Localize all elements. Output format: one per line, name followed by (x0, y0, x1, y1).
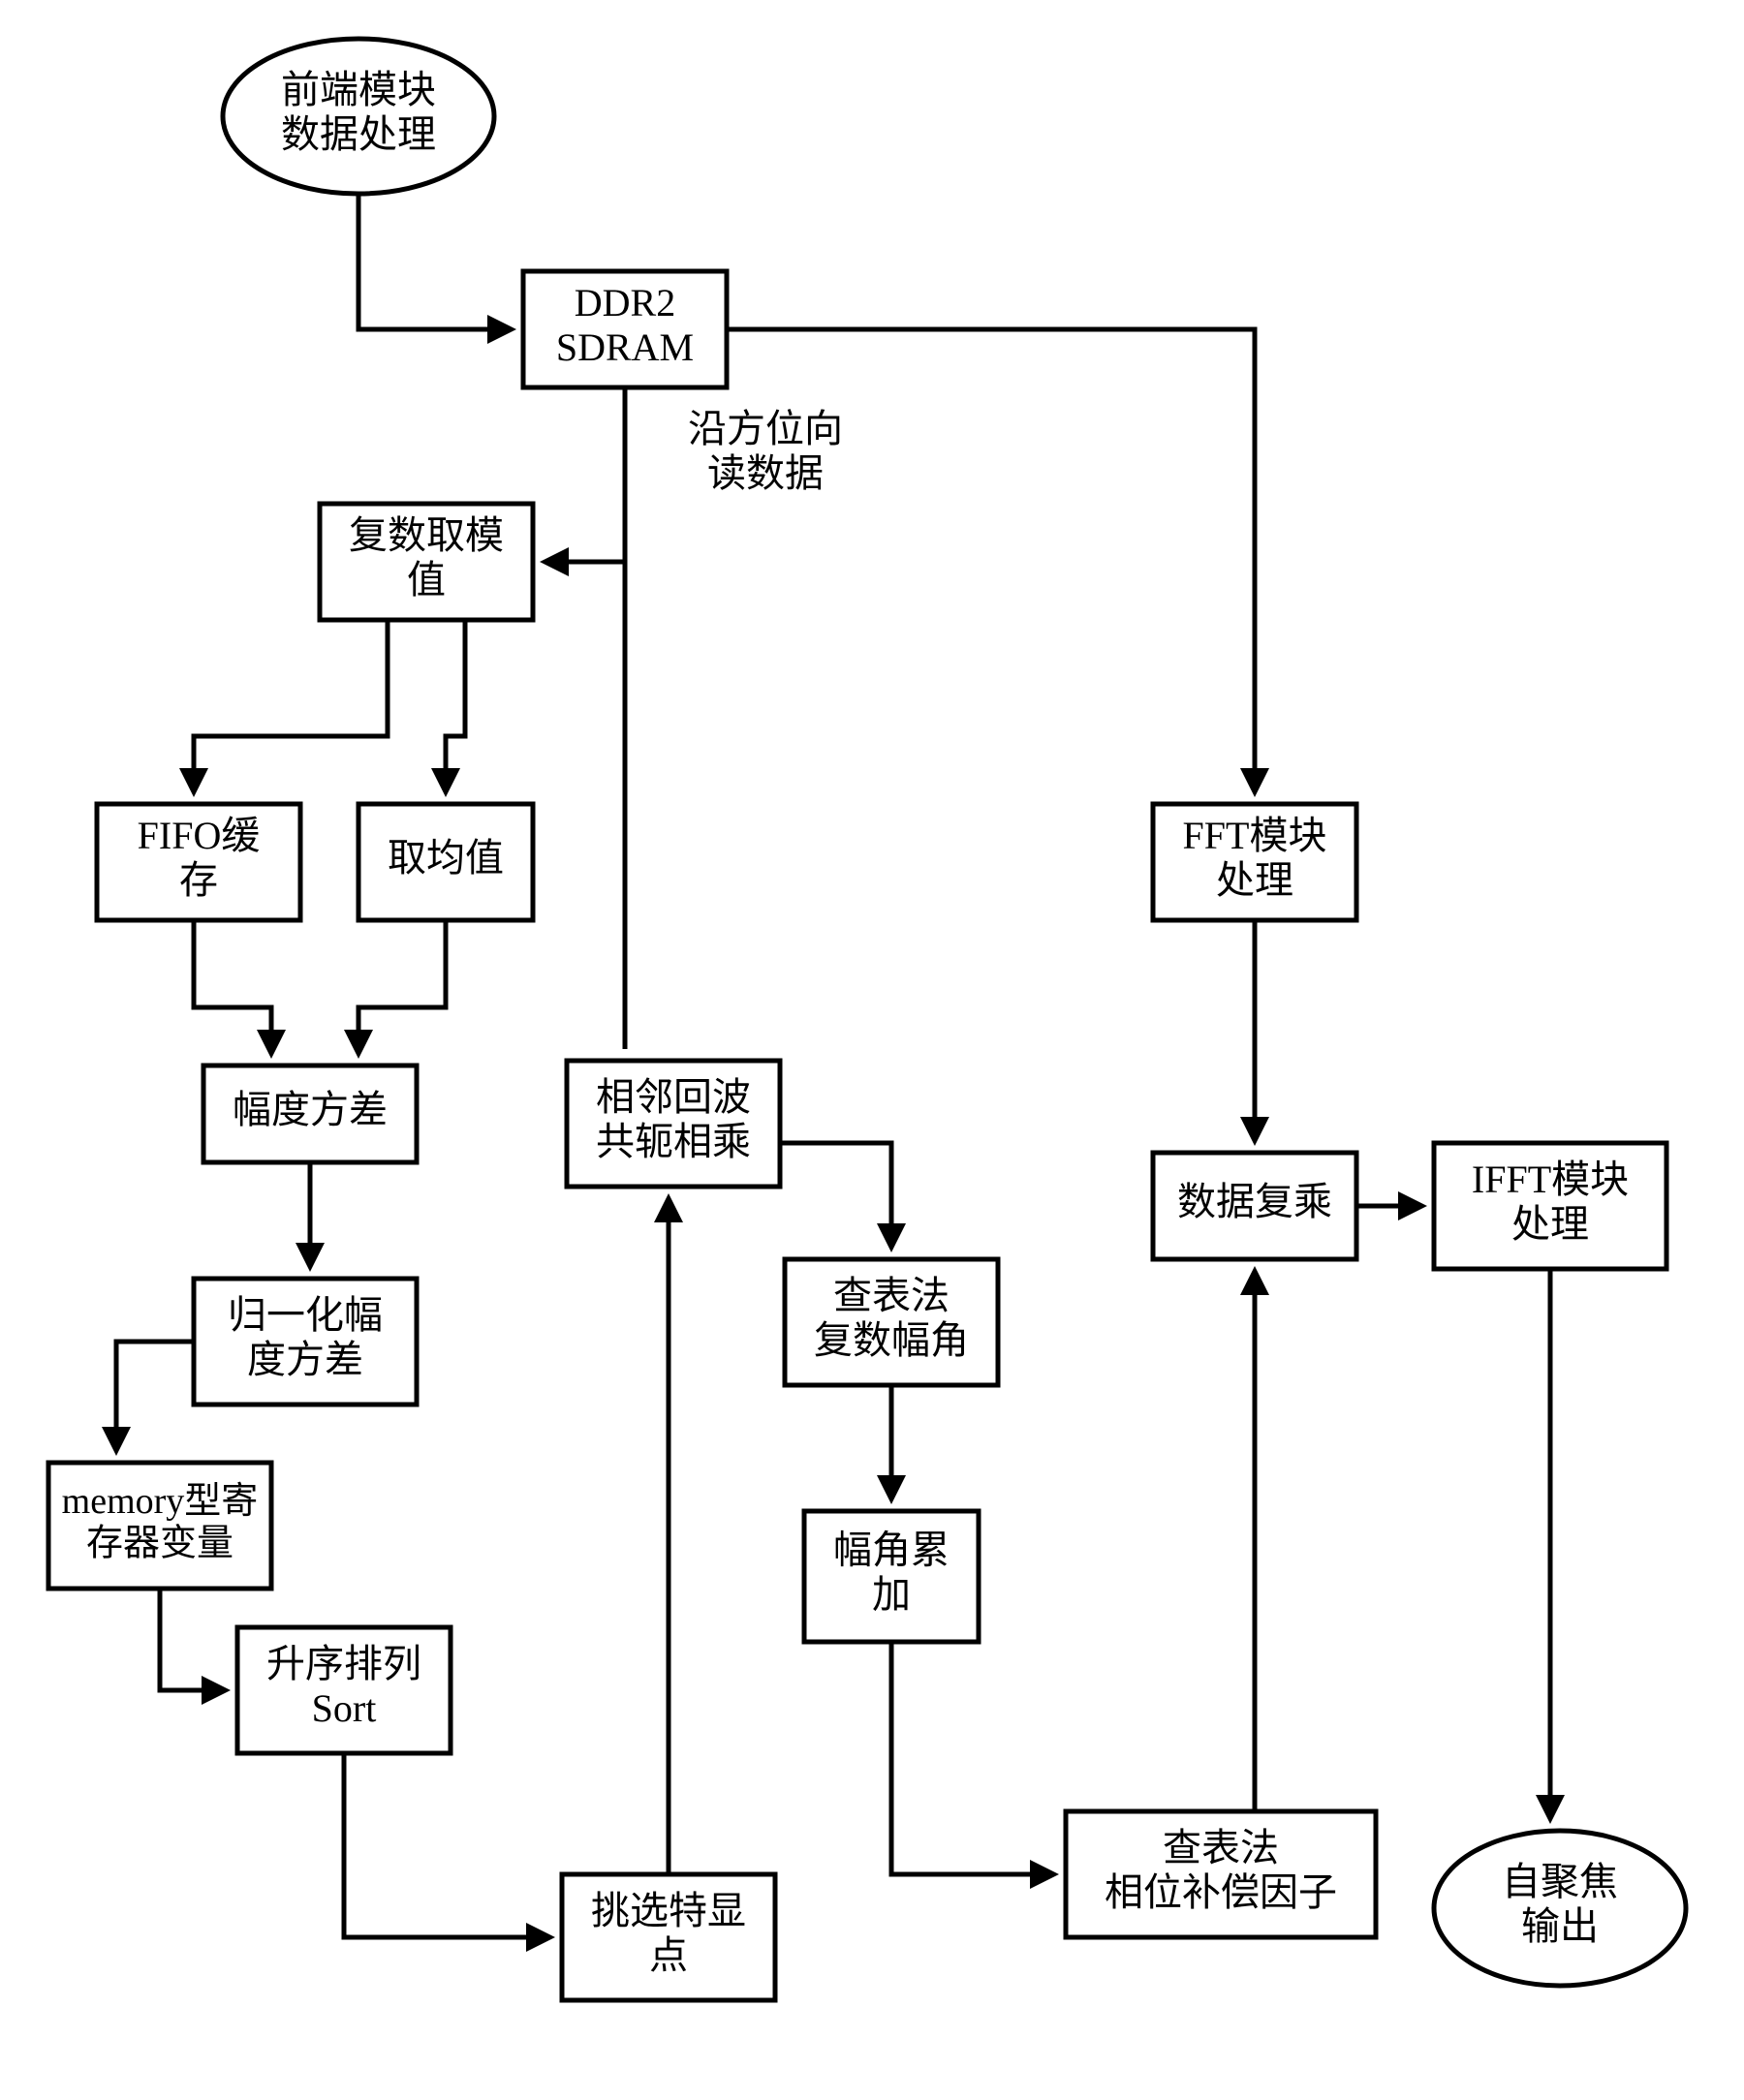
node-label: 归一化幅 (228, 1293, 383, 1337)
node-label: 相位补偿因子 (1105, 1870, 1337, 1914)
node-label: 数据复乘 (1177, 1180, 1332, 1223)
node-label: 点 (649, 1933, 688, 1977)
edge (194, 620, 388, 792)
edge (358, 920, 446, 1054)
edge (727, 329, 1255, 792)
node-label: memory型寄 (62, 1481, 259, 1522)
node-label: 共轭相乘 (596, 1120, 751, 1163)
edge (160, 1589, 226, 1690)
node-label: 升序排列 (266, 1642, 421, 1685)
node-label: 输出 (1521, 1904, 1599, 1948)
node-label: DDR2 (575, 281, 675, 324)
node-label: SDRAM (556, 325, 694, 369)
node-label: 存 (179, 858, 218, 902)
node-label: Sort (312, 1686, 377, 1730)
node-label: 存器变量 (86, 1524, 234, 1564)
edge (344, 1753, 550, 1937)
node-label: 数据处理 (281, 112, 436, 156)
node-label: IFFT模块 (1472, 1158, 1629, 1201)
edge (358, 194, 512, 329)
node-label: 前端模块 (281, 68, 436, 111)
node-label: 查表法 (833, 1274, 950, 1317)
edge (446, 620, 465, 792)
edge (545, 387, 625, 562)
node-label: 加 (872, 1573, 911, 1617)
node-label: 复数取模 (349, 513, 504, 557)
node-label: 度方差 (247, 1338, 363, 1381)
node-label: 值 (407, 558, 446, 602)
node-label: 读数据 (707, 451, 824, 495)
node-label: 处理 (1216, 858, 1293, 902)
edge (780, 1143, 891, 1248)
node-label: 相邻回波 (596, 1075, 751, 1119)
node-label: 取均值 (388, 836, 504, 880)
edge (194, 920, 271, 1054)
node-label: 处理 (1511, 1202, 1589, 1246)
node-label: 自聚焦 (1502, 1860, 1618, 1903)
node-label: 查表法 (1163, 1826, 1279, 1869)
edge (116, 1342, 194, 1451)
flowchart-diagram: 前端模块数据处理自聚焦输出DDR2SDRAM沿方位向读数据复数取模值FIFO缓存… (0, 0, 1744, 2100)
node-label: 沿方位向 (688, 407, 843, 450)
node-label: FFT模块 (1183, 814, 1327, 857)
node-label: 幅角累 (833, 1529, 950, 1572)
edge (891, 1642, 1054, 1874)
node-label: FIFO缓 (138, 814, 261, 857)
node-label: 复数幅角 (814, 1318, 969, 1362)
node-label: 挑选特显 (591, 1889, 746, 1932)
node-label: 幅度方差 (233, 1088, 388, 1131)
